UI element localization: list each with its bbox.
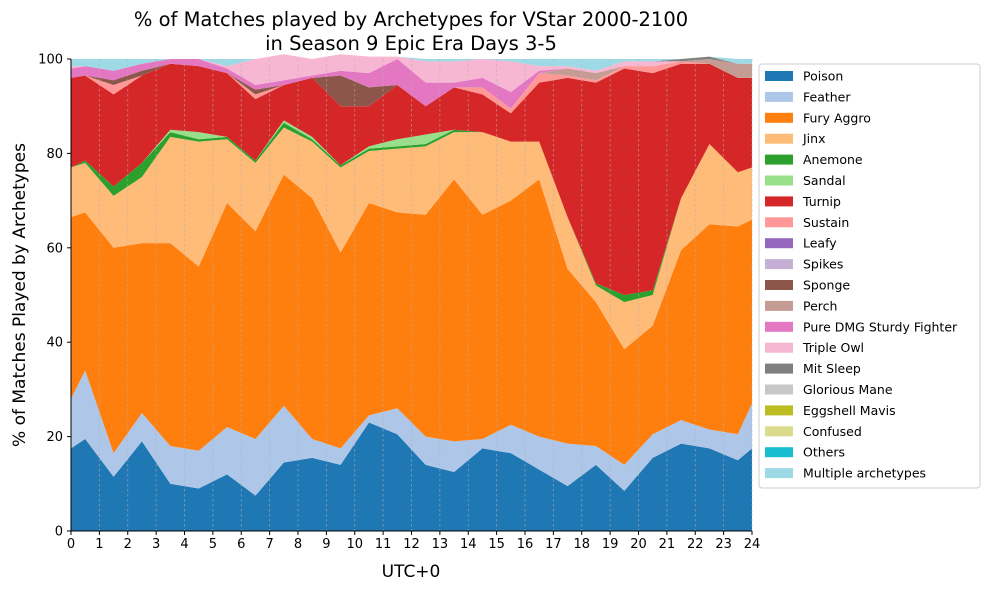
legend-swatch-glorious-mane — [765, 384, 793, 395]
y-tick-label: 60 — [46, 241, 63, 256]
x-axis-ticks: 0 1 2 3 4 5 6 7 8 9 10 11 12 13 14 15 16 17 18 19 20 21 22 23 24 — [67, 531, 760, 552]
area-turnip — [71, 63, 752, 295]
legend-swatch-fury-aggro — [765, 112, 793, 123]
legend-label-mit-sleep: Mit Sleep — [803, 361, 861, 376]
x-tick-label: 22 — [687, 537, 704, 552]
legend-swatch-perch — [765, 300, 793, 311]
legend-swatch-multiple-archetypes — [765, 468, 793, 479]
legend-swatch-confused — [765, 426, 793, 437]
area-jinx — [71, 127, 752, 350]
x-tick-label: 6 — [237, 537, 245, 552]
x-tick-label: 9 — [322, 537, 330, 552]
x-tick-label: 7 — [265, 537, 273, 552]
legend: Poison Feather Fury Aggro Jinx Anemone Sandal… — [758, 63, 981, 489]
x-tick-label: 20 — [630, 537, 647, 552]
legend-label-leafy: Leafy — [803, 236, 837, 251]
x-tick-label: 2 — [124, 537, 132, 552]
area-pure-dmg-sturdy-fighter — [71, 59, 752, 109]
legend-swatch-sponge — [765, 280, 793, 290]
y-tick-label: 0 — [55, 525, 63, 540]
legend-label-eggshell-mavis: Eggshell Mavis — [803, 403, 896, 418]
y-tick-label: 20 — [46, 430, 63, 445]
x-tick-label: 11 — [375, 537, 392, 552]
legend-label-poison: Poison — [803, 69, 843, 84]
x-tick-label: 15 — [488, 537, 505, 552]
legend-label-anemone: Anemone — [803, 152, 863, 167]
x-tick-label: 24 — [744, 537, 761, 552]
y-axis-label: % of Matches Played by Archetypes — [10, 143, 30, 447]
area-multiple-archetypes — [71, 54, 752, 71]
x-tick-label: 5 — [209, 537, 217, 552]
legend-frame — [758, 63, 981, 489]
x-tick-label: 10 — [346, 537, 363, 552]
legend-swatch-turnip — [765, 196, 793, 207]
legend-swatch-others — [765, 447, 793, 458]
chart-title-line1: % of Matches played by Archetypes for VS… — [134, 8, 688, 31]
legend-swatch-feather — [765, 91, 793, 102]
legend-swatch-sandal — [765, 175, 793, 186]
x-tick-label: 16 — [517, 537, 534, 552]
area-triple-owl — [71, 54, 752, 93]
legend-swatch-eggshell-mavis — [765, 405, 793, 416]
legend-label-turnip: Turnip — [802, 194, 841, 209]
legend-label-sponge: Sponge — [803, 278, 850, 293]
legend-label-sandal: Sandal — [803, 173, 846, 188]
legend-label-pure-dmg-sturdy-fighter: Pure DMG Sturdy Fighter — [803, 319, 958, 334]
legend-label-others: Others — [803, 445, 845, 460]
x-tick-label: 18 — [573, 537, 590, 552]
legend-label-fury-aggro: Fury Aggro — [803, 110, 871, 125]
y-tick-label: 100 — [38, 53, 63, 68]
area-poison — [71, 422, 752, 531]
x-tick-label: 14 — [460, 537, 477, 552]
x-axis-label: UTC+0 — [382, 562, 441, 582]
x-tick-label: 17 — [545, 537, 562, 552]
x-tick-label: 21 — [659, 537, 676, 552]
legend-label-confused: Confused — [803, 424, 862, 439]
legend-label-jinx: Jinx — [802, 131, 825, 146]
vertical-gridlines — [70, 59, 753, 531]
legend-swatch-triple-owl — [765, 342, 793, 353]
legend-swatch-pure-dmg-sturdy-fighter — [765, 321, 793, 332]
x-tick-label: 1 — [95, 537, 103, 552]
legend-swatch-mit-sleep — [765, 363, 793, 374]
legend-swatch-poison — [765, 71, 793, 81]
legend-swatch-spikes — [765, 259, 793, 270]
x-tick-label: 13 — [432, 537, 449, 552]
x-tick-label: 4 — [180, 537, 188, 552]
y-tick-label: 40 — [46, 336, 63, 351]
y-axis-ticks: 0 20 40 60 80 100 — [38, 53, 71, 540]
legend-label-sustain: Sustain — [803, 215, 849, 230]
legend-label-triple-owl: Triple Owl — [802, 340, 864, 355]
x-tick-label: 19 — [602, 537, 619, 552]
legend-swatch-sustain — [765, 217, 793, 228]
legend-swatch-leafy — [765, 238, 793, 249]
legend-label-perch: Perch — [803, 298, 837, 313]
legend-label-glorious-mane: Glorious Mane — [803, 382, 893, 397]
x-tick-label: 0 — [67, 537, 75, 552]
legend-label-multiple-archetypes: Multiple archetypes — [803, 466, 926, 481]
legend-swatch-anemone — [765, 154, 793, 165]
chart-title-line2: in Season 9 Epic Era Days 3-5 — [265, 32, 557, 55]
x-tick-label: 8 — [294, 537, 302, 552]
x-tick-label: 3 — [152, 537, 160, 552]
y-tick-label: 80 — [46, 147, 63, 162]
x-tick-label: 23 — [715, 537, 732, 552]
legend-label-spikes: Spikes — [803, 257, 843, 272]
legend-swatch-jinx — [765, 133, 793, 144]
legend-label-feather: Feather — [803, 89, 851, 104]
x-tick-label: 12 — [403, 537, 420, 552]
